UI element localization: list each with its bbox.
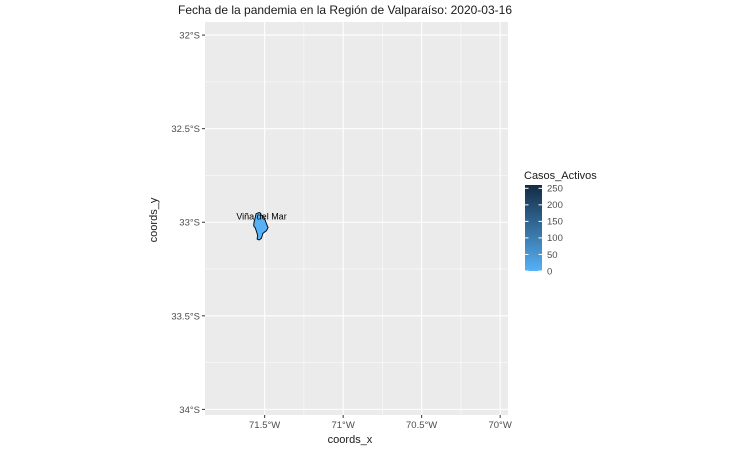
x-tick-label: 71.5°W	[249, 420, 280, 431]
x-axis-title: coords_x	[328, 434, 373, 446]
legend-break-label: 100	[547, 233, 563, 244]
region-shape	[253, 212, 269, 241]
y-tick-label: 33.5°S	[171, 311, 200, 322]
plot-title: Fecha de la pandemia en la Región de Val…	[178, 3, 512, 17]
grid-lines	[205, 22, 508, 415]
legend-break-label: 200	[547, 200, 563, 211]
x-tick-label: 70.5°W	[406, 420, 437, 431]
y-axis-title: coords_y	[148, 197, 160, 242]
x-tick-label: 71°W	[331, 420, 354, 431]
region-label: Viña del Mar	[236, 211, 286, 221]
y-tick-label: 34°S	[179, 405, 200, 416]
legend-title: Casos_Activos	[524, 170, 597, 182]
legend-break-label: 150	[547, 217, 563, 228]
legend-colorbar	[525, 185, 542, 271]
y-tick-label: 33°S	[179, 218, 200, 229]
x-axis-ticks: 71.5°W 71°W 70.5°W 70°W	[249, 415, 512, 431]
legend-break-label: 50	[547, 250, 558, 261]
legend-break-label: 250	[547, 184, 563, 195]
y-tick-label: 32°S	[179, 31, 200, 42]
region-layer: Viña del Mar	[236, 211, 287, 241]
legend-break-label: 0	[547, 266, 552, 277]
legend-breaks: 0 50 100 150 200 250	[525, 184, 563, 277]
x-tick-label: 70°W	[488, 420, 511, 431]
y-tick-label: 32.5°S	[171, 124, 200, 135]
legend: Casos_Activos 0 50 100 150 200 250	[524, 170, 597, 277]
y-axis-ticks: 32°S 32.5°S 33°S 33.5°S 34°S	[171, 31, 205, 416]
